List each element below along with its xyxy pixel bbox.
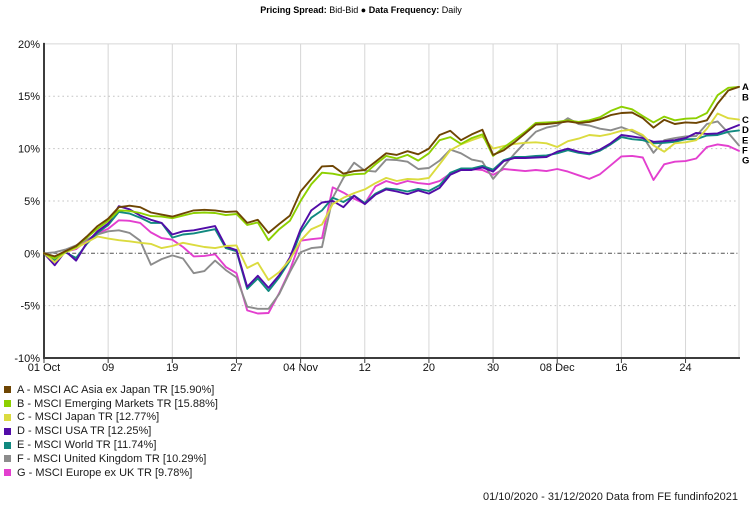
series-letter-D: D [742, 125, 749, 136]
legend-item-D[interactable]: D - MSCI USA TR [12.25%] [4, 424, 218, 438]
x-axis-label: 19 [166, 362, 178, 374]
series-line-A[interactable] [43, 85, 740, 258]
series-line-C[interactable] [43, 112, 740, 281]
x-axis-label: 27 [230, 362, 242, 374]
data-frequency-value: Daily [441, 5, 462, 15]
series-letter-C: C [742, 115, 749, 126]
y-axis-label: 20% [18, 39, 40, 51]
legend-swatch-E [4, 441, 11, 449]
x-axis-label: 16 [615, 362, 627, 374]
legend-label-D: D - MSCI USA TR [12.25%] [17, 425, 152, 438]
series-letter-A: A [742, 82, 749, 93]
series-line-D[interactable] [43, 124, 740, 289]
x-axis-label: 04 Nov [283, 362, 318, 374]
series-letter-E: E [742, 135, 748, 146]
pricing-spread-label: Pricing Spread: [260, 5, 327, 15]
pricing-spread-value: Bid-Bid [329, 5, 359, 15]
x-axis-label: 12 [359, 362, 371, 374]
legend-swatch-A [4, 386, 11, 394]
x-axis-label: 08 Dec [540, 362, 575, 374]
legend-label-A: A - MSCI AC Asia ex Japan TR [15.90%] [17, 383, 215, 396]
title-separator-dot: ● [360, 5, 367, 15]
legend-swatch-D [4, 427, 11, 435]
legend-item-C[interactable]: C - MSCI Japan TR [12.77%] [4, 411, 218, 425]
x-axis-label: 24 [679, 362, 691, 374]
chart-legend: A - MSCI AC Asia ex Japan TR [15.90%] B -… [4, 383, 218, 480]
series-line-B[interactable] [43, 86, 740, 260]
y-axis-label: 0% [24, 248, 40, 260]
legend-label-F: F - MSCI United Kingdom TR [10.29%] [17, 452, 207, 465]
y-axis-label: 5% [24, 196, 40, 208]
chart-title: Pricing Spread: Bid-Bid ● Data Frequency… [0, 5, 722, 15]
legend-item-F[interactable]: F - MSCI United Kingdom TR [10.29%] [4, 452, 218, 466]
y-axis-label: -10% [14, 353, 40, 365]
x-axis-label: 20 [423, 362, 435, 374]
legend-swatch-C [4, 413, 11, 421]
legend-label-C: C - MSCI Japan TR [12.77%] [17, 411, 160, 424]
legend-item-E[interactable]: E - MSCI World TR [11.74%] [4, 438, 218, 452]
legend-swatch-F [4, 455, 11, 463]
legend-label-E: E - MSCI World TR [11.74%] [17, 439, 157, 452]
y-axis-label: 15% [18, 91, 40, 103]
legend-item-A[interactable]: A - MSCI AC Asia ex Japan TR [15.90%] [4, 383, 218, 397]
legend-item-G[interactable]: G - MSCI Europe ex UK TR [9.78%] [4, 466, 218, 480]
y-axis-label: -5% [20, 301, 40, 313]
series-line-F[interactable] [43, 117, 740, 310]
legend-item-B[interactable]: B - MSCI Emerging Markets TR [15.88%] [4, 397, 218, 411]
y-axis-label: 10% [18, 144, 40, 156]
legend-swatch-G [4, 469, 11, 477]
date-range-source: 01/10/2020 - 31/12/2020 Data from FE fun… [482, 491, 738, 503]
series-letter-G: G [742, 156, 749, 167]
x-axis-label: 09 [102, 362, 114, 374]
x-axis-label: 01 Oct [28, 362, 60, 374]
x-axis-label: 30 [487, 362, 499, 374]
data-frequency-label: Data Frequency: [368, 5, 440, 15]
series-line-G[interactable] [43, 143, 740, 315]
legend-swatch-B [4, 400, 11, 408]
series-letter-F: F [742, 145, 748, 156]
legend-label-G: G - MSCI Europe ex UK TR [9.78%] [17, 466, 193, 479]
series-letter-B: B [742, 92, 749, 103]
legend-label-B: B - MSCI Emerging Markets TR [15.88%] [17, 397, 218, 410]
